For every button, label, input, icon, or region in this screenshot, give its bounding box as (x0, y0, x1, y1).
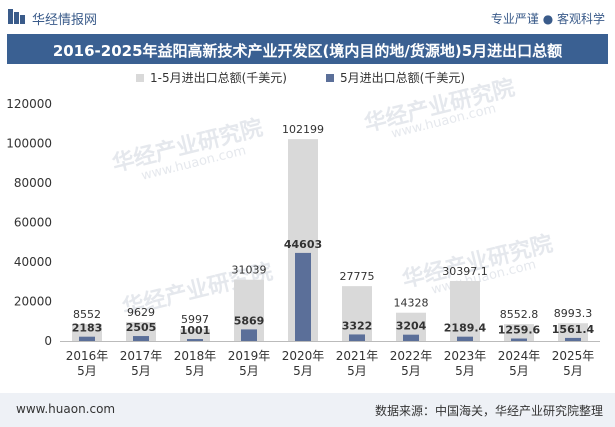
data-label-series-2: 2505 (126, 321, 157, 334)
data-label-series-1: 31039 (232, 264, 267, 277)
bar-series-2 (241, 329, 257, 341)
data-label-series-1: 8552 (73, 308, 101, 321)
bar-series-2 (457, 336, 473, 341)
data-label-series-2: 1259.6 (498, 324, 541, 337)
y-tick-label: 120000 (6, 97, 52, 111)
x-tick-label: 2017年 5月 (120, 349, 163, 378)
data-label-series-2: 1001 (180, 324, 211, 337)
y-tick-label: 60000 (14, 216, 52, 230)
bar-series-2 (295, 252, 311, 341)
x-tick-label: 2023年 5月 (444, 349, 487, 378)
data-label-series-1: 14328 (394, 297, 429, 310)
bar-series-2 (511, 338, 527, 341)
data-label-series-1: 27775 (340, 270, 375, 283)
bar-series-1 (558, 323, 588, 341)
x-tick-label: 2020年 5月 (282, 349, 325, 378)
bar-series-2 (187, 339, 203, 341)
bar-series-2 (79, 336, 95, 341)
data-label-series-2: 3322 (342, 319, 373, 332)
top-bar: 华经情报网 专业严谨 ● 客观科学 (0, 0, 615, 34)
data-label-series-1: 8552.8 (500, 308, 539, 321)
y-tick-label: 40000 (14, 255, 52, 269)
bar-series-2 (565, 337, 581, 341)
footer: www.huaon.com 数据来源：中国海关，华经产业研究院整理 (0, 393, 615, 427)
y-tick-label: 20000 (14, 295, 52, 309)
bar-series-1 (450, 280, 480, 341)
bar-series-2 (133, 336, 149, 341)
data-label-series-2: 3204 (396, 320, 427, 333)
data-label-series-2: 44603 (284, 238, 322, 251)
footer-source: 数据来源：中国海关，华经产业研究院整理 (374, 404, 603, 418)
x-tick-label: 2016年 5月 (66, 349, 109, 378)
x-tick-label: 2022年 5月 (390, 349, 433, 378)
bar-series-1 (180, 329, 210, 341)
y-tick-label: 0 (44, 334, 52, 348)
data-label-series-1: 8993.3 (554, 307, 593, 320)
data-label-series-2: 1561.4 (552, 323, 595, 336)
x-tick-label: 2024年 5月 (498, 349, 541, 378)
legend-label-series-2: 5月进出口总额(千美元) (340, 71, 465, 85)
data-label-series-1: 102199 (282, 123, 324, 136)
legend-swatch-series-1 (136, 74, 144, 82)
bar-series-2 (403, 334, 419, 341)
y-tick-label: 80000 (14, 176, 52, 190)
y-tick-label: 100000 (6, 137, 52, 151)
legend-swatch-series-2 (326, 74, 334, 82)
bar-series-1 (342, 286, 372, 341)
bar-series-1 (504, 324, 534, 341)
data-label-series-1: 9629 (127, 306, 155, 319)
title-bar: 2016-2025年益阳高新技术产业开发区(境内目的地/货源地)5月进出口总额 (7, 34, 608, 64)
data-label-series-2: 5869 (234, 314, 265, 327)
huajing-logo-icon (8, 9, 25, 24)
slogan: 专业严谨 ● 客观科学 (490, 12, 605, 26)
x-tick-label: 2018年 5月 (174, 349, 217, 378)
brand-name: 华经情报网 (32, 13, 98, 28)
x-tick-label: 2019年 5月 (228, 349, 271, 378)
data-label-series-1: 5997 (181, 313, 209, 326)
data-label-series-1: 30397.1 (442, 265, 488, 278)
footer-website[interactable]: www.huaon.com (16, 402, 116, 416)
data-label-series-2: 2189.4 (444, 322, 487, 335)
bar-chart: 1-5月进出口总额(千美元) 5月进出口总额(千美元) 0 20000 40000 600… (6, 71, 600, 378)
chart-title: 2016-2025年益阳高新技术产业开发区(境内目的地/货源地)5月进出口总额 (52, 42, 563, 60)
x-tick-label: 2021年 5月 (336, 349, 379, 378)
x-tick-label: 2025年 5月 (552, 349, 595, 378)
legend-label-series-1: 1-5月进出口总额(千美元) (150, 71, 287, 85)
data-label-series-2: 2183 (72, 322, 103, 335)
bar-series-2 (349, 334, 365, 341)
